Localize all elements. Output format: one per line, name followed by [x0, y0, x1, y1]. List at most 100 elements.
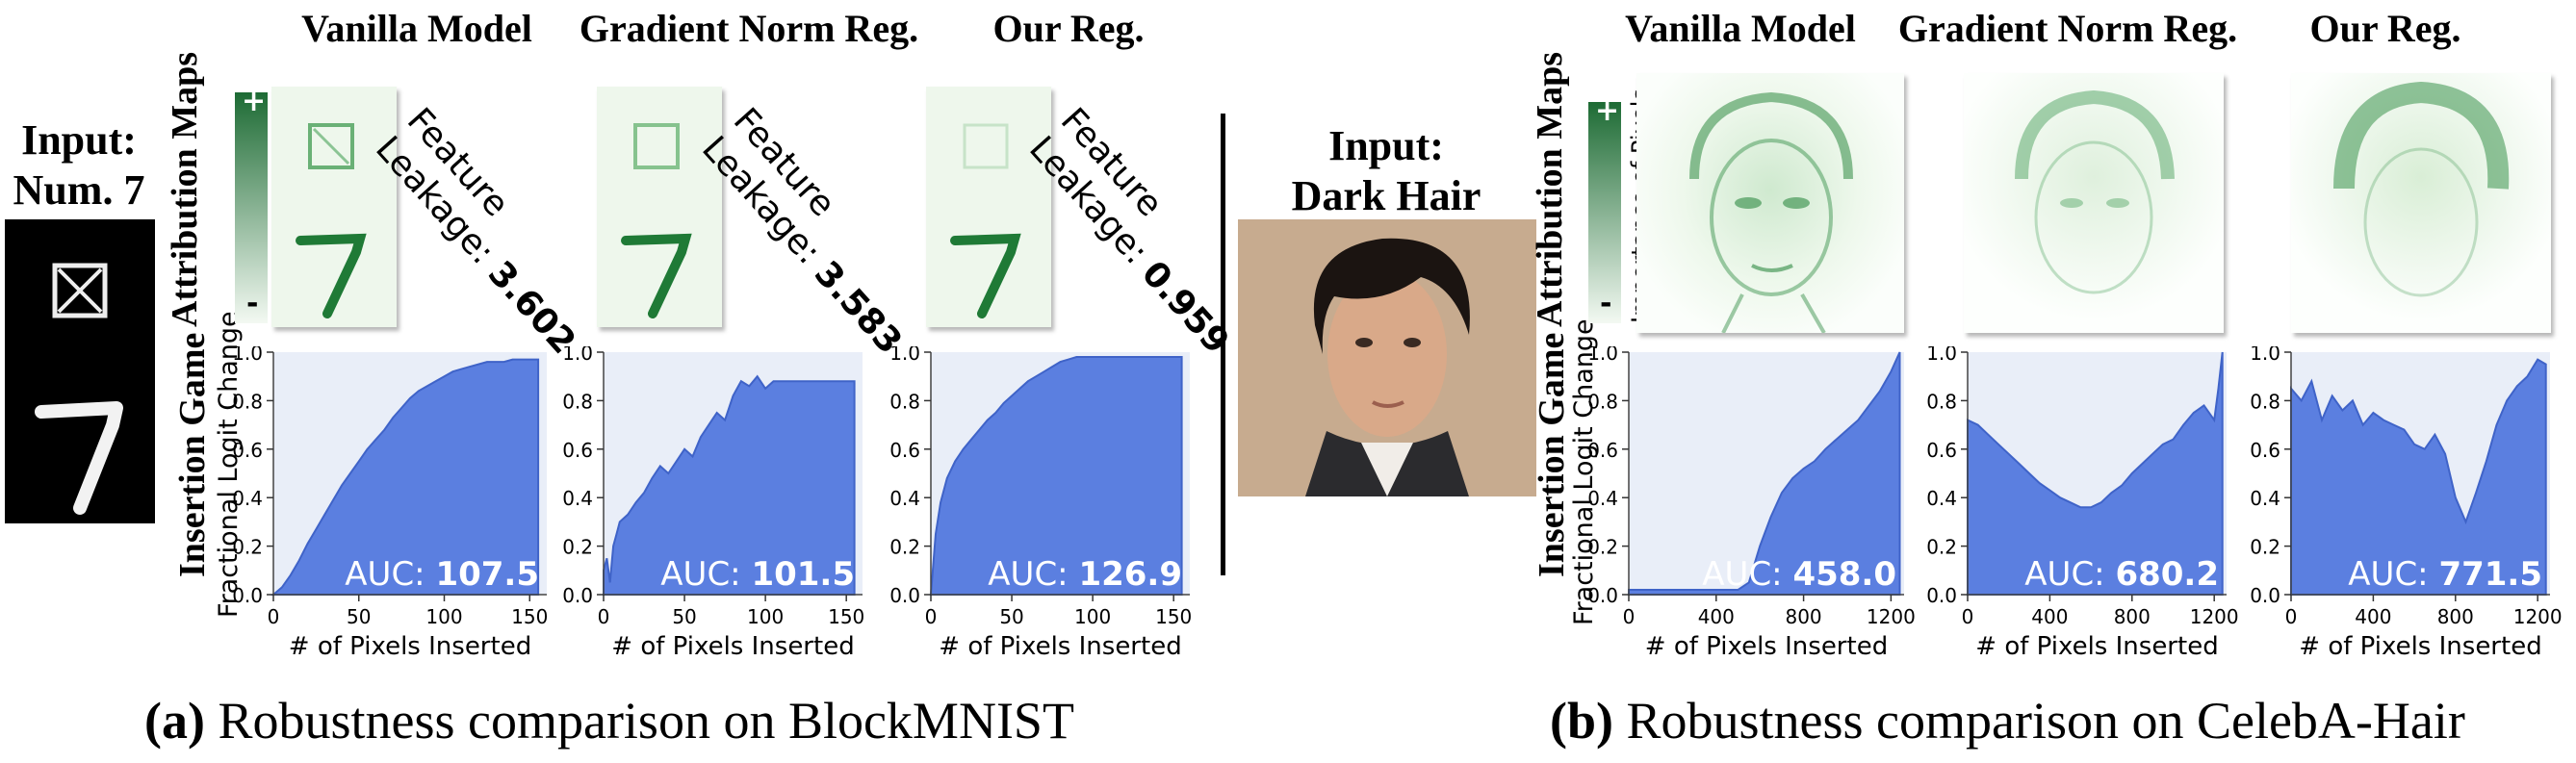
row-label-attribution-b: Attribution Maps [1530, 51, 1570, 327]
auc-prefix: AUC: [1702, 555, 1792, 594]
y-tick-label: 0.2 [1587, 536, 1618, 559]
panel-separator [1221, 114, 1225, 575]
insertion-area-series [2290, 358, 2547, 596]
auc-value: 101.5 [751, 555, 855, 594]
auc-prefix: AUC: [345, 555, 435, 594]
y-tick-label: 0.4 [1926, 487, 1957, 510]
y-tick-label: 0.8 [1926, 390, 1957, 413]
auc-value: 107.5 [435, 555, 539, 594]
column-title-gradnorm-a: Gradient Norm Reg. [579, 7, 919, 50]
leakage-ours: Feature Leakage: 0.959 [1020, 100, 1269, 363]
auc-value: 771.5 [2438, 555, 2542, 594]
auc-value: 458.0 [1792, 555, 1896, 594]
x-tick-label: 1200 [2190, 605, 2239, 628]
y-tick-label: 0.4 [889, 487, 920, 510]
y-tick-label: 0.0 [232, 584, 263, 607]
x-tick-label: 1200 [1867, 605, 1916, 628]
input-image-portrait [1238, 219, 1536, 496]
insertion-chart-gradnorm-a: 0.0 0.2 0.4 0.6 0.8 1.0 0 50 100 150 # of Pixels I… [562, 346, 864, 661]
column-title-gradnorm-b: Gradient Norm Reg. [1897, 7, 2238, 50]
x-tick-label: 800 [2437, 605, 2474, 628]
column-title-ours-a: Our Reg. [992, 7, 1145, 50]
y-tick-label: 0.8 [889, 390, 920, 413]
auc-prefix: AUC: [2348, 555, 2438, 594]
attribution-map-vanilla-b [1636, 73, 1904, 333]
auc-value: 680.2 [2115, 555, 2219, 594]
row-label-insertion-a: Insertion Game [172, 332, 213, 577]
leakage-vanilla: Feature Leakage: 3.602 [367, 100, 615, 363]
y-tick-label: 0.8 [232, 390, 263, 413]
auc-label: AUC: 680.2 [2024, 555, 2219, 594]
colorbar-plus-a: + [242, 85, 267, 118]
auc-label: AUC: 771.5 [2348, 555, 2542, 594]
y-tick-label: 0.2 [562, 536, 593, 559]
y-tick-label: 0.0 [1926, 584, 1957, 607]
input-label-a-line2: Num. 7 [13, 166, 145, 214]
insertion-area-series [1628, 351, 1901, 596]
x-axis-label: # of Pixels Inserted [1975, 632, 2218, 661]
column-title-ours-b: Our Reg. [2309, 7, 2461, 50]
column-title-vanilla-a: Vanilla Model [301, 7, 532, 50]
y-tick-label: 0.4 [2250, 487, 2280, 510]
y-tick-label: 0.4 [1587, 487, 1618, 510]
y-tick-label: 0.6 [562, 439, 593, 462]
attribution-map-gradnorm-a [597, 87, 722, 327]
y-tick-label: 1.0 [562, 346, 593, 365]
row-label-insertion-b: Insertion Game [1532, 332, 1572, 577]
y-tick-label: 0.6 [889, 439, 920, 462]
y-tick-label: 1.0 [889, 346, 920, 365]
colorbar-plus-b: + [1595, 94, 1620, 128]
x-tick-label: 50 [999, 605, 1023, 628]
x-tick-label: 100 [425, 605, 462, 628]
colorbar-minus-a: - [246, 287, 259, 320]
insertion-chart-vanilla-a: 0.0 0.2 0.4 0.6 0.8 1.0 0 50 100 150 # of Pixels I… [232, 346, 548, 661]
caption-a-tag: (a) [144, 692, 205, 750]
input-label-a-line1: Input: [21, 116, 137, 164]
x-tick-label: 50 [672, 605, 696, 628]
input-image-mnist [5, 219, 155, 523]
y-tick-label: 0.4 [562, 487, 593, 510]
auc-label: AUC: 101.5 [660, 555, 855, 594]
y-tick-label: 0.0 [1587, 584, 1618, 607]
insertion-chart-ours-b: 0.0 0.2 0.4 0.6 0.8 1.0 0 400 800 1200 # of Pixels… [2250, 346, 2562, 661]
y-tick-label: 0.0 [2250, 584, 2280, 607]
x-tick-label: 0 [1962, 605, 1974, 628]
caption-b-tag: (b) [1550, 692, 1613, 750]
insertion-area-series [603, 374, 856, 596]
auc-label: AUC: 458.0 [1702, 555, 1896, 594]
insertion-area-series [1967, 351, 2224, 596]
mnist-seven-image [35, 263, 123, 515]
insertion-area-series [929, 356, 1183, 596]
auc-label: AUC: 126.9 [988, 555, 1182, 594]
attribution-map-gradnorm-b [1964, 73, 2224, 333]
x-tick-label: 0 [268, 605, 280, 628]
y-tick-label: 0.0 [889, 584, 920, 607]
x-tick-label: 150 [828, 605, 864, 628]
x-tick-label: 400 [2031, 605, 2068, 628]
y-tick-label: 0.8 [1587, 390, 1618, 413]
y-tick-label: 0.4 [232, 487, 263, 510]
y-tick-label: 1.0 [1587, 346, 1618, 365]
x-axis-label: # of Pixels Inserted [1645, 632, 1888, 661]
y-tick-label: 0.6 [2250, 439, 2280, 462]
y-tick-label: 0.8 [2250, 390, 2280, 413]
x-tick-label: 400 [2355, 605, 2391, 628]
x-tick-label: 100 [747, 605, 784, 628]
x-tick-label: 0 [925, 605, 938, 628]
leakage-gradnorm: Feature Leakage: 3.583 [693, 100, 941, 363]
input-label-b-line2: Dark Hair [1291, 172, 1481, 219]
x-axis-label: # of Pixels Inserted [2299, 632, 2541, 661]
y-tick-label: 0.6 [232, 439, 263, 462]
auc-prefix: AUC: [988, 555, 1078, 594]
y-tick-label: 0.6 [1926, 439, 1957, 462]
x-tick-label: 800 [2114, 605, 2151, 628]
y-tick-label: 0.2 [889, 536, 920, 559]
input-label-b: Input: Dark Hair [1292, 121, 1481, 221]
caption-a: (a) Robustness comparison on BlockMNIST [144, 691, 1074, 750]
x-tick-label: 0 [1623, 605, 1636, 628]
x-axis-label: # of Pixels Inserted [611, 632, 854, 661]
y-tick-label: 1.0 [1926, 346, 1957, 365]
input-label-a: Input: Num. 7 [13, 115, 145, 216]
x-tick-label: 0 [598, 605, 610, 628]
y-tick-label: 0.2 [232, 536, 263, 559]
